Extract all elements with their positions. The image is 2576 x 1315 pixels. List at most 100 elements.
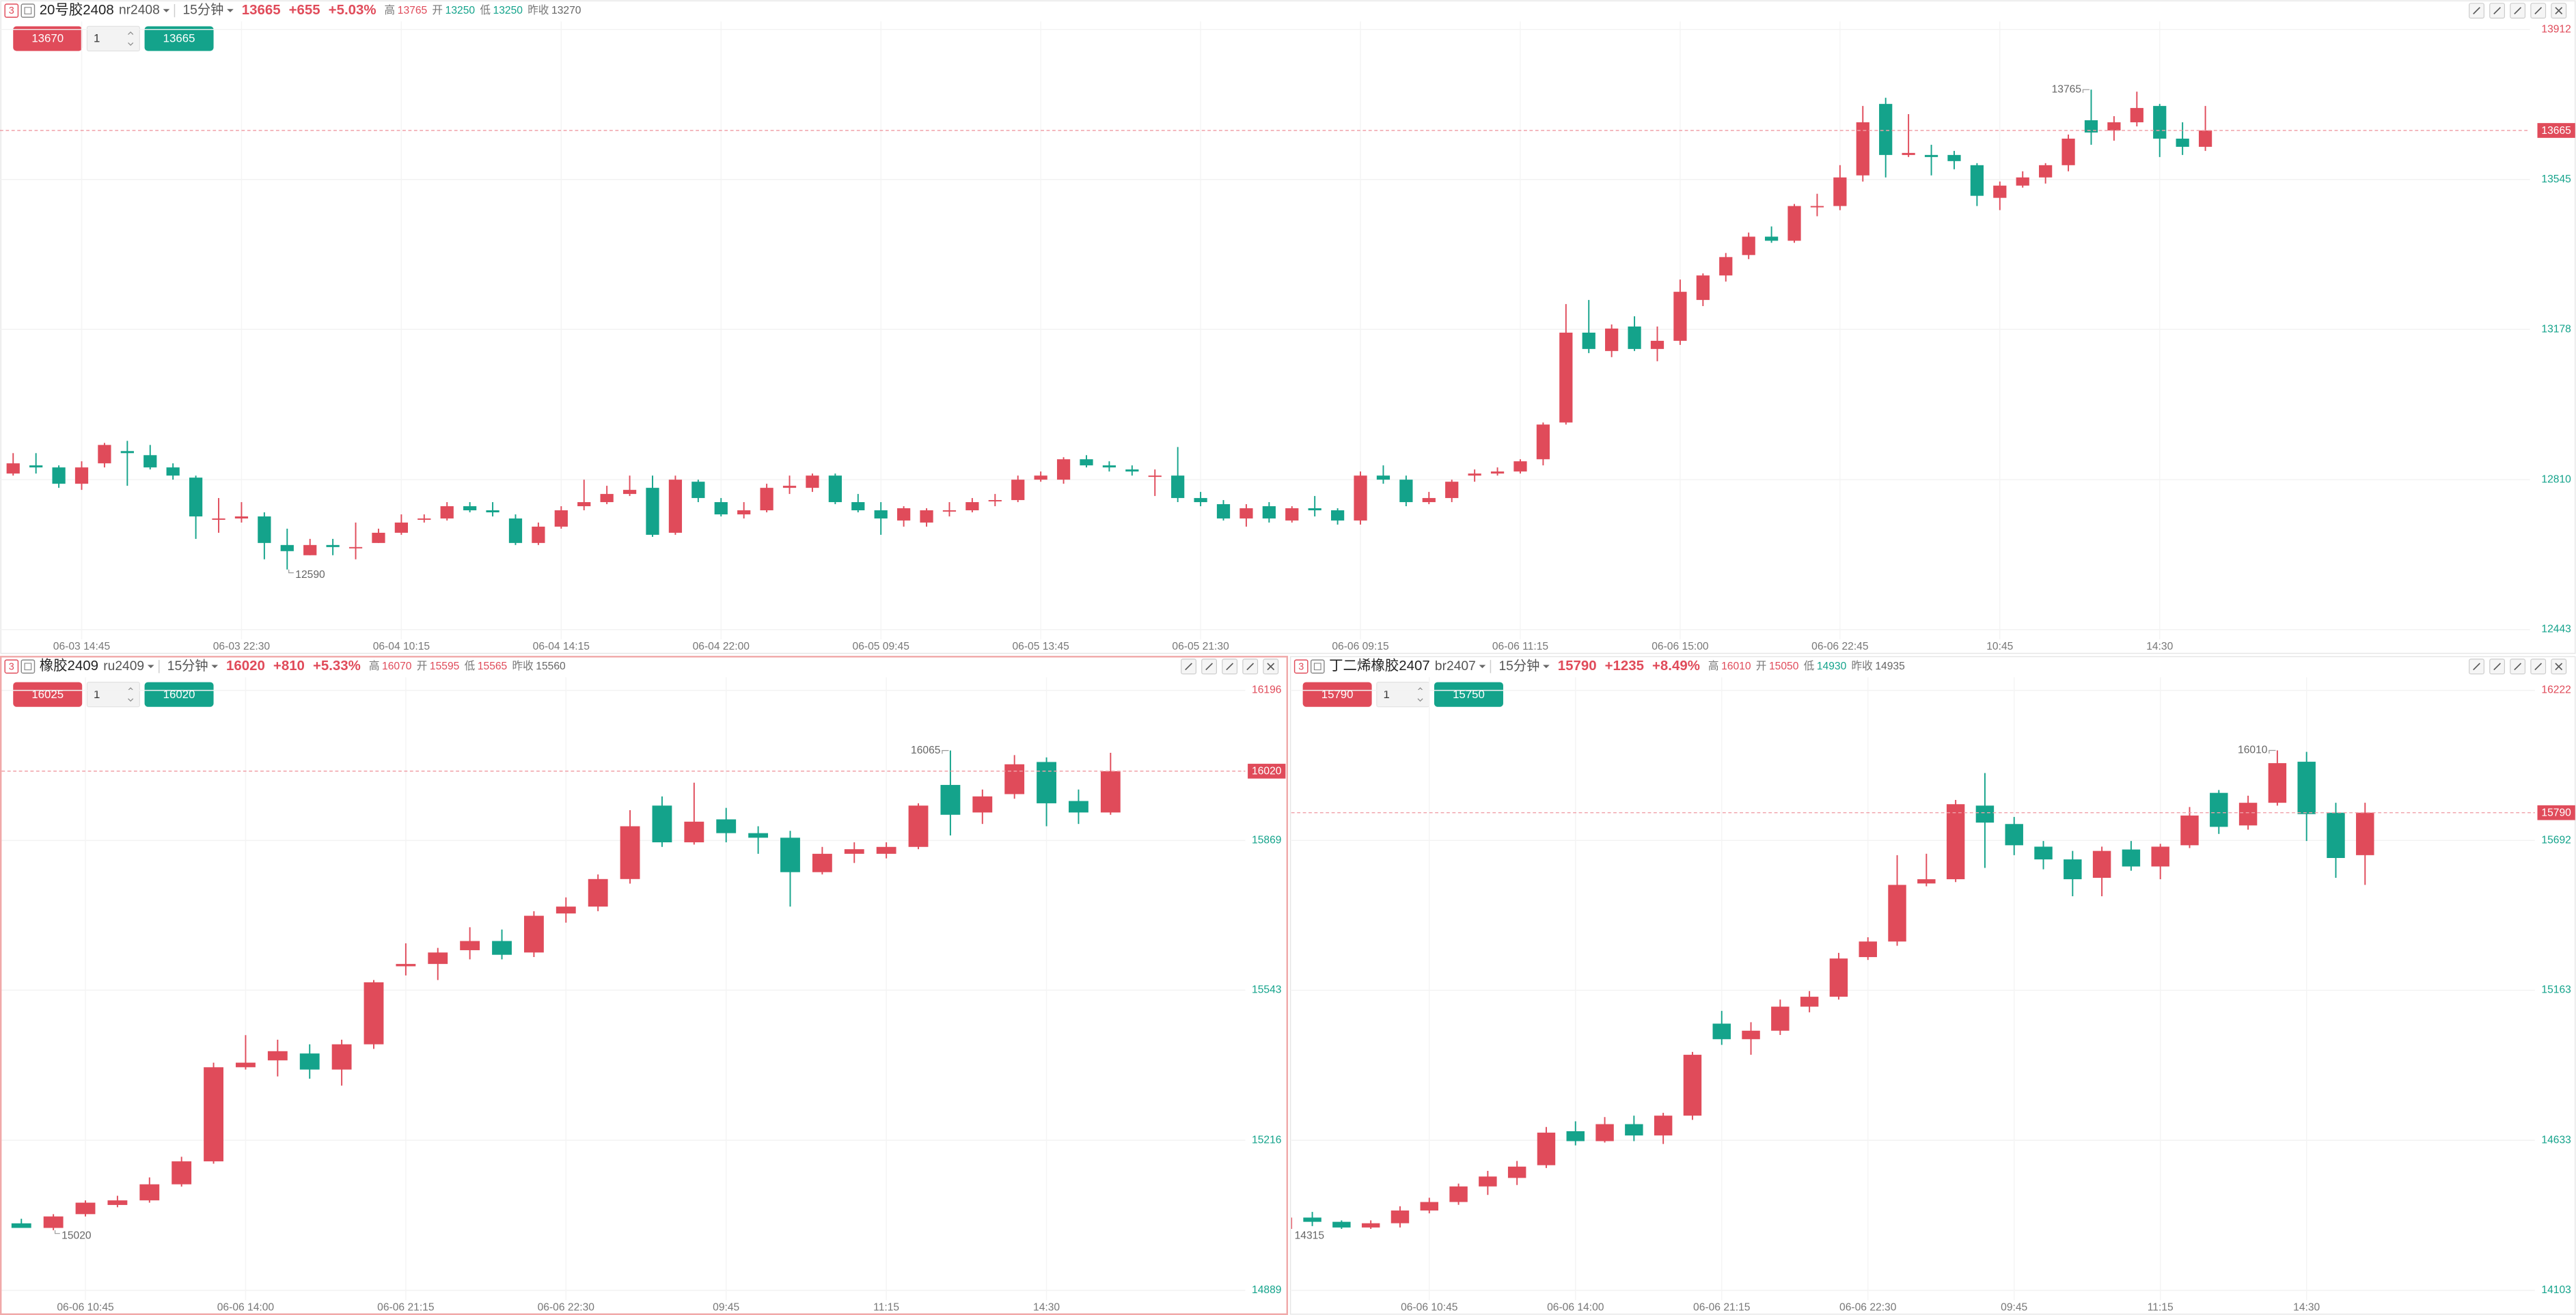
buy-button[interactable] <box>144 682 214 707</box>
plot-area: 16065 15020 <box>1 677 1246 1301</box>
x-tick-label: 10:45 <box>1986 641 2013 652</box>
candle-body <box>1216 504 1231 518</box>
dropdown-caret[interactable] <box>211 665 219 669</box>
candle-body <box>1719 257 1733 276</box>
candle-body <box>1582 332 1595 349</box>
y-tick-label: 16196 <box>1252 684 1281 696</box>
y-tick-label: 14633 <box>2541 1134 2571 1146</box>
contract-code: nr2408 <box>119 3 160 18</box>
low-marker-label: 12590 <box>295 569 325 581</box>
buy-button[interactable] <box>144 26 214 51</box>
prev-close-value: 13270 <box>551 5 581 16</box>
last-price-tag <box>2537 123 2575 138</box>
quantity-input[interactable] <box>86 25 140 52</box>
low-marker-line <box>54 1230 60 1234</box>
candle-body <box>620 826 640 879</box>
quantity-stepper[interactable] <box>128 31 134 46</box>
x-tick-label: 11:15 <box>873 1301 899 1313</box>
panel-control-glyph <box>2534 7 2543 15</box>
panel-control-glyph <box>1205 663 1213 671</box>
y-tick-label: 15163 <box>2541 984 2571 996</box>
x-tick-label: 06-06 21:15 <box>1693 1301 1751 1313</box>
candle-body <box>2297 762 2316 814</box>
dropdown-caret[interactable] <box>1479 665 1486 669</box>
candle-body <box>851 502 865 511</box>
candle-body <box>1390 1210 1410 1223</box>
candle-body <box>2034 846 2053 860</box>
candle-body <box>1468 473 1481 476</box>
candle-body <box>299 1053 320 1070</box>
dropdown-caret[interactable] <box>163 9 170 13</box>
candle-body <box>1479 1176 1497 1187</box>
price-change-pct: +5.33% <box>313 658 361 674</box>
candle-body <box>364 982 384 1044</box>
sell-button[interactable] <box>13 682 83 707</box>
high-value: 16070 <box>382 661 412 672</box>
contract-icon[interactable] <box>1310 659 1325 674</box>
candle-body <box>1422 498 1436 503</box>
candle-body <box>942 510 957 512</box>
candle-body <box>98 445 111 464</box>
candle-body <box>1376 475 1390 480</box>
dropdown-caret[interactable] <box>1543 665 1550 669</box>
x-tick-label: 06-06 14:00 <box>217 1301 275 1313</box>
candle-body <box>1080 459 1093 466</box>
sell-button[interactable] <box>1302 682 1372 707</box>
candle-body <box>1946 804 1965 880</box>
candle-body <box>1011 480 1025 501</box>
last-price-tag-text: 15790 <box>2541 807 2571 819</box>
y-tick-label: 15216 <box>1252 1134 1281 1146</box>
candle-body <box>1673 292 1687 341</box>
candle-body <box>2122 849 2141 867</box>
high-label: 高 <box>1708 660 1719 672</box>
candle-body <box>267 1051 288 1061</box>
candle-body <box>844 849 864 854</box>
buy-button[interactable] <box>1434 682 1503 707</box>
x-tick-label: 06-06 22:45 <box>1811 641 1869 652</box>
contract-icon[interactable] <box>20 659 36 674</box>
x-tick-label: 06-06 11:15 <box>1492 641 1549 652</box>
candle-body <box>622 490 637 495</box>
x-tick-label: 06-05 09:45 <box>853 641 910 652</box>
open-label: 开 <box>1756 661 1767 672</box>
candle-body <box>668 480 683 533</box>
candle-body <box>348 546 363 549</box>
x-tick-label: 06-06 21:15 <box>377 1301 435 1313</box>
candle-body <box>1742 1030 1760 1040</box>
candle-body <box>897 508 911 521</box>
sell-button[interactable] <box>13 26 83 51</box>
x-tick-label: 06-06 22:30 <box>1839 1301 1897 1313</box>
candle-body <box>1490 471 1505 474</box>
candle-body <box>492 941 512 955</box>
candle-body <box>806 475 819 488</box>
dropdown-caret[interactable] <box>227 9 234 13</box>
contract-icon[interactable] <box>20 3 36 18</box>
quantity-stepper[interactable] <box>128 687 134 702</box>
quantity-input[interactable] <box>86 681 140 708</box>
quantity-stepper[interactable] <box>1417 687 1423 702</box>
candle-body <box>258 516 271 543</box>
candle-body <box>780 838 800 872</box>
contract-name: 20号胶2408 <box>40 2 114 18</box>
last-price-tag <box>2537 805 2575 820</box>
panel-control-glyph <box>2493 7 2501 15</box>
candle-body <box>1354 475 1367 521</box>
x-tick-label: 06-04 10:15 <box>373 641 430 652</box>
panel-control-glyph <box>2473 663 2480 671</box>
candle-body <box>874 510 888 518</box>
candle-body <box>1902 152 1915 155</box>
candle-body <box>1742 236 1755 255</box>
badge-text: 3 <box>9 661 14 672</box>
candle-body <box>2084 120 2098 133</box>
low-value: 15565 <box>478 661 508 672</box>
candle-body <box>1069 801 1088 813</box>
y-tick-label: 13912 <box>2541 23 2571 35</box>
candle-body <box>2061 138 2075 165</box>
candle-body <box>1650 340 1664 349</box>
candle-body <box>1975 805 1995 823</box>
contract-icon-glyph <box>1313 663 1321 671</box>
dropdown-caret[interactable] <box>147 665 154 669</box>
candle-body <box>1859 941 1877 958</box>
buy-button-text: 13665 <box>163 32 195 45</box>
candle-body <box>1654 1116 1673 1136</box>
